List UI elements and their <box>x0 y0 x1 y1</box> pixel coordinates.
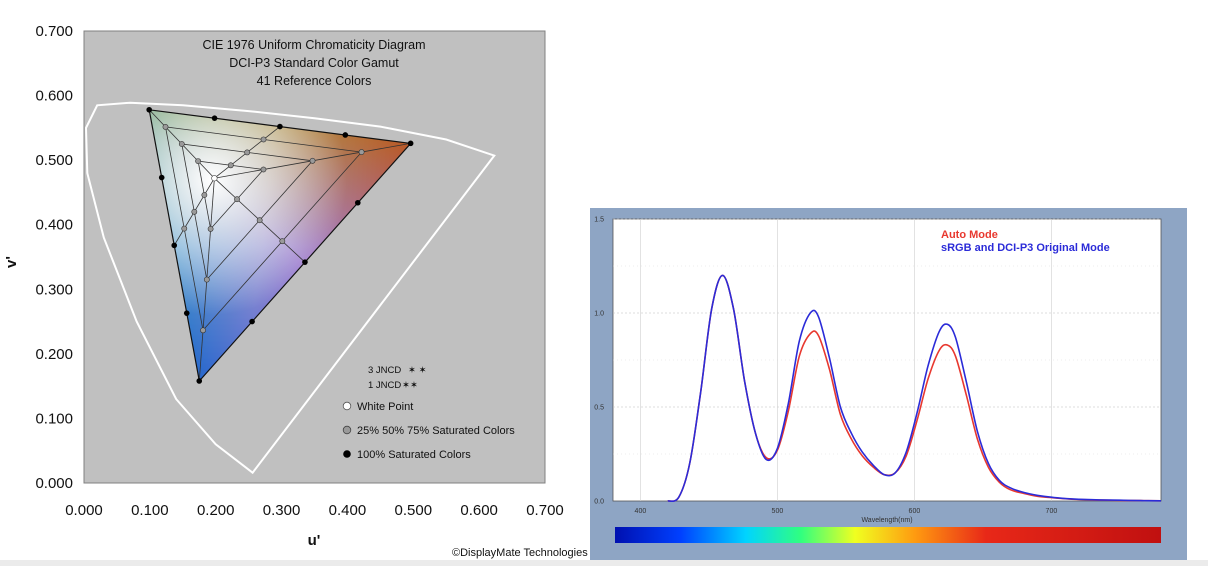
saturated-point-100-11 <box>355 199 361 206</box>
legend-original-mode: sRGB and DCI-P3 Original Mode <box>941 242 1110 254</box>
cie-chromaticity-chart: 0.000 0.100 0.200 0.300 0.400 0.500 0.600 0.700… <box>3 23 588 559</box>
cie-plot-area <box>83 30 546 484</box>
saturated-point-50-2-0 <box>203 276 210 283</box>
saturated-point-100-10 <box>302 259 308 265</box>
y-tick-label: 0.100 <box>35 410 73 427</box>
legend-saturated-label: 25% 50% 75% Saturated Colors <box>357 425 515 437</box>
legend-3jncd-cross-icon: ✶ ✶ <box>408 365 427 376</box>
spectrum-plot-area <box>612 218 1162 502</box>
legend-auto-mode: Auto Mode <box>941 229 998 241</box>
spectrum-xlabel: Wavelength(nm) <box>861 517 912 524</box>
saturated-point-100-9 <box>249 318 255 325</box>
saturated-point-75-0-0 <box>358 149 365 155</box>
spectrum-y-tick: 1.0 <box>594 311 604 318</box>
saturated-point-75-1-0.5 <box>181 225 188 232</box>
legend-white-point-label: White Point <box>357 401 413 413</box>
cie-title-line-3: 41 Reference Colors <box>257 74 372 88</box>
y-tick-label: 0.700 <box>35 23 73 40</box>
x-tick-label: 0.400 <box>329 502 367 519</box>
spectrum-series-1 <box>667 274 1162 503</box>
legend-gray-dot-icon <box>342 425 352 435</box>
saturated-point-25-2-0.5 <box>234 196 240 203</box>
x-axis-label: u' <box>308 532 321 549</box>
cie-title-line-2: DCI-P3 Standard Color Gamut <box>229 56 399 70</box>
x-tick-label: 0.500 <box>395 502 433 519</box>
saturated-point-25-0-0.5 <box>227 162 234 169</box>
saturated-point-50-1-0 <box>178 141 185 147</box>
saturated-point-25-1-0.5 <box>201 192 208 198</box>
legend-1jncd-label: 1 JNCD <box>368 380 401 391</box>
saturated-point-100-1 <box>342 132 349 138</box>
x-tick-label: 0.700 <box>526 502 564 519</box>
y-tick-label: 0.300 <box>35 281 73 298</box>
spectral-locus-line <box>84 101 496 475</box>
spectrum-x-tick: 400 <box>635 508 647 515</box>
y-tick-label: 0.500 <box>35 152 73 169</box>
spectrum-y-tick: 0.0 <box>594 499 604 506</box>
saturated-point-100-4 <box>146 106 152 113</box>
x-tick-label: 0.000 <box>65 502 103 519</box>
x-tick-label: 0.600 <box>460 502 498 519</box>
saturated-point-25-2-0 <box>207 226 214 232</box>
y-tick-label: 0.000 <box>35 475 73 492</box>
saturated-point-50-1-0.5 <box>191 208 198 215</box>
spectrum-color-bar <box>615 527 1161 543</box>
cie-title-line-1: CIE 1976 Uniform Chromaticity Diagram <box>203 38 426 52</box>
bottom-strip <box>0 560 1208 566</box>
saturated-point-100-0 <box>407 140 414 147</box>
saturated-point-50-2-0.5 <box>256 217 263 224</box>
saturated-point-75-2-0.5 <box>279 238 286 245</box>
saturated-point-25-1-0 <box>195 158 201 165</box>
y-tick-label: 0.600 <box>35 88 73 105</box>
saturated-point-50-0-0 <box>309 157 316 164</box>
spectrum-y-tick: 0.5 <box>594 405 604 412</box>
y-axis-label: v' <box>3 256 20 268</box>
legend-white-dot-icon <box>342 401 352 411</box>
saturated-point-100-7 <box>183 310 190 316</box>
saturated-point-75-1-0 <box>162 123 169 130</box>
spectrum-frame <box>590 208 1187 560</box>
saturated-point-100-5 <box>158 174 165 181</box>
y-tick-label: 0.400 <box>35 217 73 234</box>
credit-text: ©DisplayMate Technologies <box>452 547 588 559</box>
legend-1jncd-cross-icon: ✶✶ <box>402 380 418 391</box>
x-tick-label: 0.100 <box>131 502 169 519</box>
spectrum-x-tick: 600 <box>909 508 921 515</box>
legend-black-dot-icon <box>343 450 351 458</box>
saturated-point-25-0-0 <box>260 166 267 173</box>
saturated-point-100-3 <box>211 115 218 121</box>
saturated-point-75-2-0 <box>200 327 206 334</box>
white-point-marker <box>211 175 218 182</box>
saturated-point-50-0-0.5 <box>244 149 251 156</box>
x-tick-label: 0.200 <box>197 502 235 519</box>
legend-3jncd-label: 3 JNCD <box>368 365 401 376</box>
x-tick-label: 0.300 <box>263 502 301 519</box>
spectrum-x-tick: 500 <box>772 508 784 515</box>
saturated-point-100-2 <box>277 123 283 130</box>
spectrum-y-tick: 1.5 <box>594 217 604 224</box>
saturated-point-100-8 <box>196 378 203 384</box>
y-tick-label: 0.200 <box>35 346 73 363</box>
spectrum-series-0 <box>667 274 1162 503</box>
saturated-point-100-6 <box>171 242 178 249</box>
legend-full-saturated-label: 100% Saturated Colors <box>357 449 471 461</box>
spectrum-x-tick: 700 <box>1046 508 1058 515</box>
saturated-point-75-0-0.5 <box>260 136 267 143</box>
